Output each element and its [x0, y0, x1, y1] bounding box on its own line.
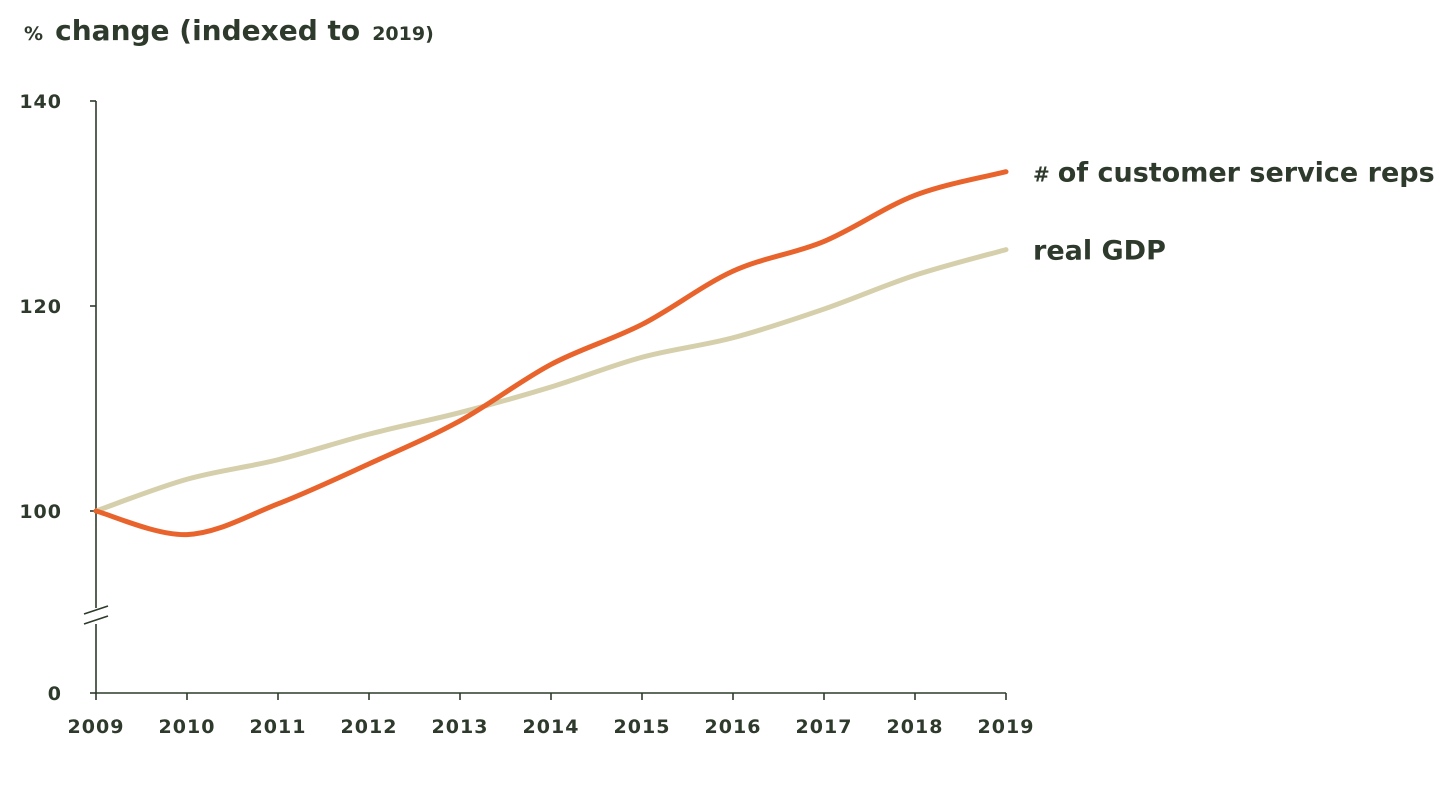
series-lines	[93, 169, 1009, 538]
x-tick-label-2016: 2016	[705, 716, 762, 738]
x-tick-label-2014: 2014	[523, 716, 580, 738]
series-line-real-gdp	[93, 247, 1009, 514]
series-label-of-customer-service-reps: # of customer service reps	[1033, 158, 1435, 189]
title-year-text: 2019)	[372, 23, 434, 45]
y-tick-label-140: 140	[19, 91, 62, 113]
x-axis-ticks: 2009 2010 2011 2012 2013 2014 2015 2016 2017 2018…	[68, 693, 1035, 738]
x-tick-label-2011: 2011	[250, 716, 307, 738]
x-tick-label-2012: 2012	[341, 716, 398, 738]
x-tick-label-2018: 2018	[887, 716, 944, 738]
y-tick-label-0: 0	[48, 683, 62, 705]
y-axis-break	[83, 605, 109, 625]
y-tick-label-120: 120	[19, 296, 62, 318]
series-label-text: of customer service reps	[1058, 158, 1435, 189]
x-tick-label-2017: 2017	[796, 716, 853, 738]
chart-title: % change (indexed to 2019)	[24, 14, 434, 47]
x-tick-label-2010: 2010	[159, 716, 216, 738]
series-label-prefix: #	[1033, 163, 1050, 187]
series-labels: # of customer service reps real GDP	[1033, 158, 1435, 267]
series-label-text: real GDP	[1033, 236, 1166, 267]
x-tick-label-2015: 2015	[614, 716, 671, 738]
x-tick-label-2009: 2009	[68, 716, 125, 738]
y-tick-label-100: 100	[19, 501, 62, 523]
title-percent-sign: %	[24, 23, 43, 45]
series-line-of-customer-service-reps	[93, 169, 1009, 538]
x-tick-label-2019: 2019	[978, 716, 1035, 738]
title-main-text: change (indexed to	[55, 14, 360, 47]
x-tick-label-2013: 2013	[432, 716, 489, 738]
y-axis-ticks: 0 100 120 140	[19, 91, 96, 705]
series-label-real-gdp: real GDP	[1033, 236, 1166, 267]
